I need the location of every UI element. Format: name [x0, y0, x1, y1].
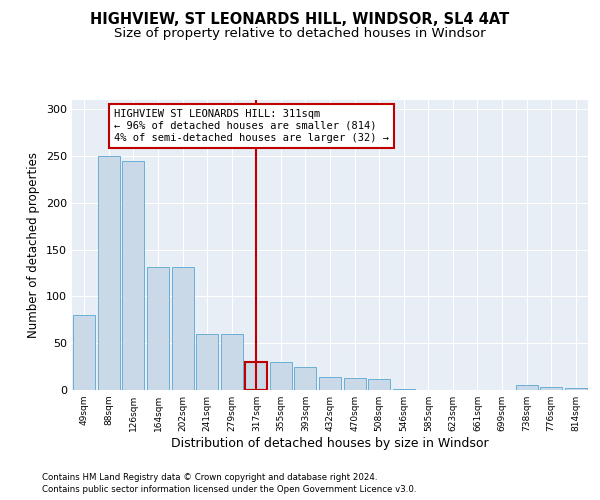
Text: HIGHVIEW, ST LEONARDS HILL, WINDSOR, SL4 4AT: HIGHVIEW, ST LEONARDS HILL, WINDSOR, SL4…	[91, 12, 509, 28]
Bar	[540, 387, 562, 390]
Y-axis label: Number of detached properties: Number of detached properties	[28, 152, 40, 338]
Text: Contains public sector information licensed under the Open Government Licence v3: Contains public sector information licen…	[42, 485, 416, 494]
Bar	[221, 334, 243, 390]
Text: Size of property relative to detached houses in Windsor: Size of property relative to detached ho…	[114, 28, 486, 40]
Bar	[515, 386, 538, 390]
Text: Contains HM Land Registry data © Crown copyright and database right 2024.: Contains HM Land Registry data © Crown c…	[42, 474, 377, 482]
Bar	[122, 161, 145, 390]
Text: HIGHVIEW ST LEONARDS HILL: 311sqm
← 96% of detached houses are smaller (814)
4% : HIGHVIEW ST LEONARDS HILL: 311sqm ← 96% …	[114, 110, 389, 142]
Bar	[98, 156, 120, 390]
Bar	[270, 362, 292, 390]
Bar	[368, 379, 390, 390]
Bar	[196, 334, 218, 390]
Bar	[172, 266, 194, 390]
Bar	[319, 377, 341, 390]
Bar	[344, 378, 365, 390]
Bar	[245, 362, 268, 390]
Bar	[147, 266, 169, 390]
Bar	[295, 366, 316, 390]
Bar	[565, 388, 587, 390]
Bar	[392, 389, 415, 390]
X-axis label: Distribution of detached houses by size in Windsor: Distribution of detached houses by size …	[171, 437, 489, 450]
Bar	[73, 315, 95, 390]
